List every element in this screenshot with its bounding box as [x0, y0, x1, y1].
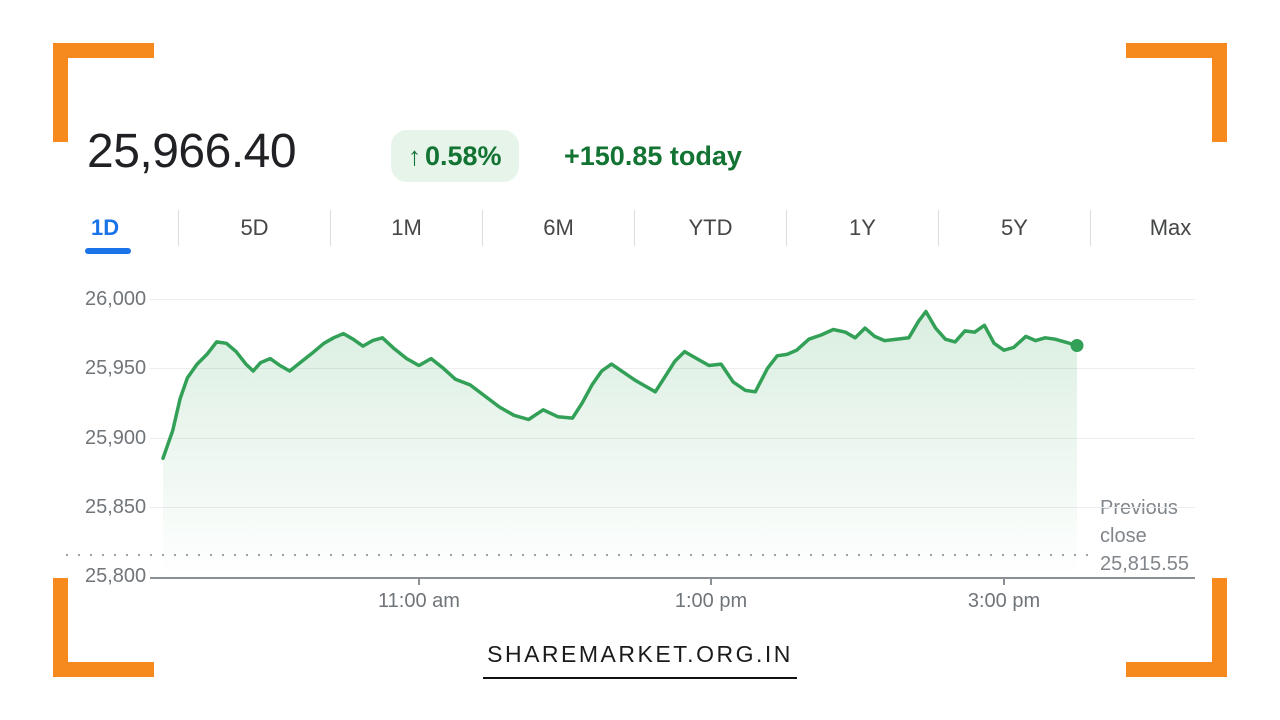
- tab-1d-label: 1D: [91, 215, 120, 240]
- corner-bracket-top-left: [53, 43, 154, 142]
- y-axis-label: 25,900: [85, 427, 147, 449]
- time-range-tabs: 1D 5D 1M 6M YTD 1Y 5Y Max: [85, 210, 1250, 254]
- tab-5d-label: 5D: [240, 215, 269, 240]
- tab-1m[interactable]: 1M: [330, 210, 482, 246]
- chart-area-fill: [163, 311, 1077, 577]
- x-axis-label: 11:00 am: [378, 590, 460, 612]
- up-arrow-icon: ↑: [408, 140, 421, 171]
- tab-6m-label: 6M: [543, 215, 574, 240]
- change-amount-today: +150.85 today: [564, 141, 742, 171]
- previous-close-label: Previous close 25,815.55: [1100, 494, 1210, 578]
- tab-5y-label: 5Y: [1001, 215, 1028, 240]
- corner-bracket-top-right: [1126, 43, 1227, 142]
- change-percent: 0.58%: [425, 140, 502, 171]
- watermark-text: SHAREMARKET.ORG.IN: [483, 641, 797, 679]
- tab-ytd-label: YTD: [688, 215, 733, 240]
- change-percent-badge: ↑ 0.58%: [391, 130, 519, 182]
- y-axis-label: 26,000: [85, 288, 147, 310]
- y-axis-label: 25,850: [85, 496, 147, 518]
- previous-close-value: 25,815.55: [1100, 553, 1189, 575]
- x-axis-tick: [710, 577, 712, 585]
- y-axis-label: 25,950: [85, 357, 147, 379]
- gridline-26000: [150, 299, 1195, 300]
- tab-1y-label: 1Y: [849, 215, 876, 240]
- active-tab-underline: [85, 248, 131, 254]
- x-axis-tick: [418, 577, 420, 585]
- tab-6m[interactable]: 6M: [482, 210, 634, 246]
- tab-1y[interactable]: 1Y: [786, 210, 938, 246]
- tab-ytd[interactable]: YTD: [634, 210, 786, 246]
- x-axis-label: 3:00 pm: [967, 590, 1041, 612]
- tab-1d[interactable]: 1D: [85, 210, 178, 254]
- price-line: [161, 309, 1079, 461]
- previous-close-label-line1: Previous: [1100, 497, 1178, 519]
- footer: SHAREMARKET.ORG.IN: [0, 641, 1280, 679]
- corner-bracket-bottom-left: [53, 578, 154, 677]
- chart-end-dot: [1070, 339, 1084, 352]
- y-axis-label: 25,800: [85, 565, 147, 587]
- tab-1m-label: 1M: [391, 215, 422, 240]
- previous-close-label-line2: close: [1100, 525, 1147, 547]
- tab-5d[interactable]: 5D: [178, 210, 330, 246]
- tab-max-label: Max: [1149, 215, 1192, 240]
- axis-baseline: [150, 577, 1195, 579]
- x-axis-tick: [1003, 577, 1005, 585]
- x-axis-label: 1:00 pm: [674, 590, 748, 612]
- tab-max[interactable]: Max: [1090, 210, 1250, 246]
- tab-5y[interactable]: 5Y: [938, 210, 1090, 246]
- price-value: 25,966.40: [87, 125, 297, 178]
- corner-bracket-bottom-right: [1126, 578, 1227, 677]
- price-line-chart[interactable]: [150, 296, 1100, 586]
